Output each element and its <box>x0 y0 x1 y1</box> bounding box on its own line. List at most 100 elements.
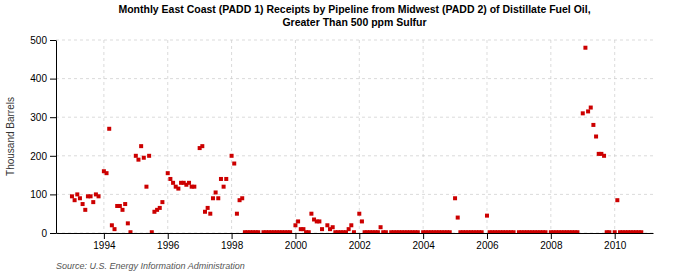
point <box>73 198 77 202</box>
x-tick-mark <box>168 233 169 239</box>
point <box>347 227 351 231</box>
point <box>224 177 228 181</box>
x-tick-label: 1998 <box>221 240 244 251</box>
x-tick: 2004 <box>413 233 436 251</box>
y-tick: 400 <box>30 73 56 84</box>
grid <box>56 40 653 233</box>
point <box>216 196 220 200</box>
point <box>615 198 619 202</box>
grid-line-x <box>550 40 551 233</box>
y-tick: 200 <box>30 151 56 162</box>
point <box>456 216 460 220</box>
y-tick-mark <box>50 117 56 118</box>
point <box>123 202 127 206</box>
grid-line-y <box>56 194 653 195</box>
x-tick-mark <box>487 233 488 239</box>
x-tick-label: 1996 <box>157 240 180 251</box>
x-tick: 2006 <box>476 233 499 251</box>
point <box>200 144 204 148</box>
point <box>357 212 361 216</box>
grid-line-x <box>295 40 296 233</box>
x-tick-mark <box>359 233 360 239</box>
y-tick-label: 400 <box>30 73 47 84</box>
x-tick: 2002 <box>349 233 372 251</box>
y-axis-label: Thousand Barrels <box>5 97 16 176</box>
plot-area: 1994199619982000200220042006200820100100… <box>30 35 653 251</box>
point <box>583 46 587 50</box>
point <box>147 154 151 158</box>
point <box>150 230 154 233</box>
x-tick-mark <box>295 233 296 239</box>
point <box>91 200 95 204</box>
point <box>256 230 260 233</box>
x-tick-label: 2008 <box>540 240 563 251</box>
y-tick-mark <box>50 233 56 234</box>
point <box>594 135 598 139</box>
point <box>581 111 585 115</box>
x-tick-label: 2006 <box>476 240 499 251</box>
grid-line-y <box>56 78 653 79</box>
point <box>166 171 170 175</box>
x-tick: 2008 <box>540 233 563 251</box>
point <box>602 154 606 158</box>
point <box>168 177 172 181</box>
point <box>453 196 457 200</box>
x-tick: 2010 <box>604 233 627 251</box>
point <box>110 223 114 227</box>
point <box>219 177 223 181</box>
y-axis-line <box>56 41 57 234</box>
point <box>544 230 548 233</box>
point <box>176 187 180 191</box>
y-tick: 100 <box>30 189 56 200</box>
y-tick: 300 <box>30 112 56 123</box>
point <box>613 230 617 233</box>
x-tick-label: 1994 <box>93 240 116 251</box>
point <box>107 127 111 131</box>
y-tick-label: 300 <box>30 112 47 123</box>
point <box>293 223 297 227</box>
point <box>589 106 593 110</box>
point <box>203 210 207 214</box>
point <box>349 223 353 227</box>
x-tick-label: 2002 <box>349 240 372 251</box>
point <box>352 230 356 233</box>
point <box>126 221 130 225</box>
x-tick-label: 2004 <box>413 240 436 251</box>
x-axis-line <box>57 233 654 234</box>
point <box>288 230 292 233</box>
point <box>211 196 215 200</box>
point <box>240 196 244 200</box>
point <box>139 144 143 148</box>
point <box>128 230 132 233</box>
y-tick-mark <box>50 40 56 41</box>
x-tick-mark <box>232 233 233 239</box>
point <box>384 230 388 233</box>
x-tick: 1996 <box>157 233 180 251</box>
point <box>136 158 140 162</box>
point <box>171 181 175 185</box>
y-tick-label: 0 <box>41 228 47 239</box>
point <box>206 206 210 210</box>
point <box>235 212 239 216</box>
grid-line-x <box>359 40 360 233</box>
point <box>142 156 146 160</box>
y-tick-label: 500 <box>30 35 47 46</box>
point <box>192 185 196 189</box>
annotation: Source: U.S. Energy Information Administ… <box>56 261 245 271</box>
grid-line-y <box>56 117 653 118</box>
point <box>325 223 329 227</box>
point <box>75 192 79 196</box>
point <box>586 109 590 113</box>
grid-line-x <box>103 40 104 233</box>
y-tick: 500 <box>30 35 56 46</box>
point <box>121 208 125 212</box>
x-tick-mark <box>551 233 552 239</box>
point <box>97 194 101 198</box>
point <box>83 208 87 212</box>
x-tick-mark <box>423 233 424 239</box>
point <box>214 190 218 194</box>
grid-line-y <box>56 40 653 41</box>
point <box>208 212 212 216</box>
point <box>105 171 109 175</box>
grid-line-x <box>423 40 424 233</box>
